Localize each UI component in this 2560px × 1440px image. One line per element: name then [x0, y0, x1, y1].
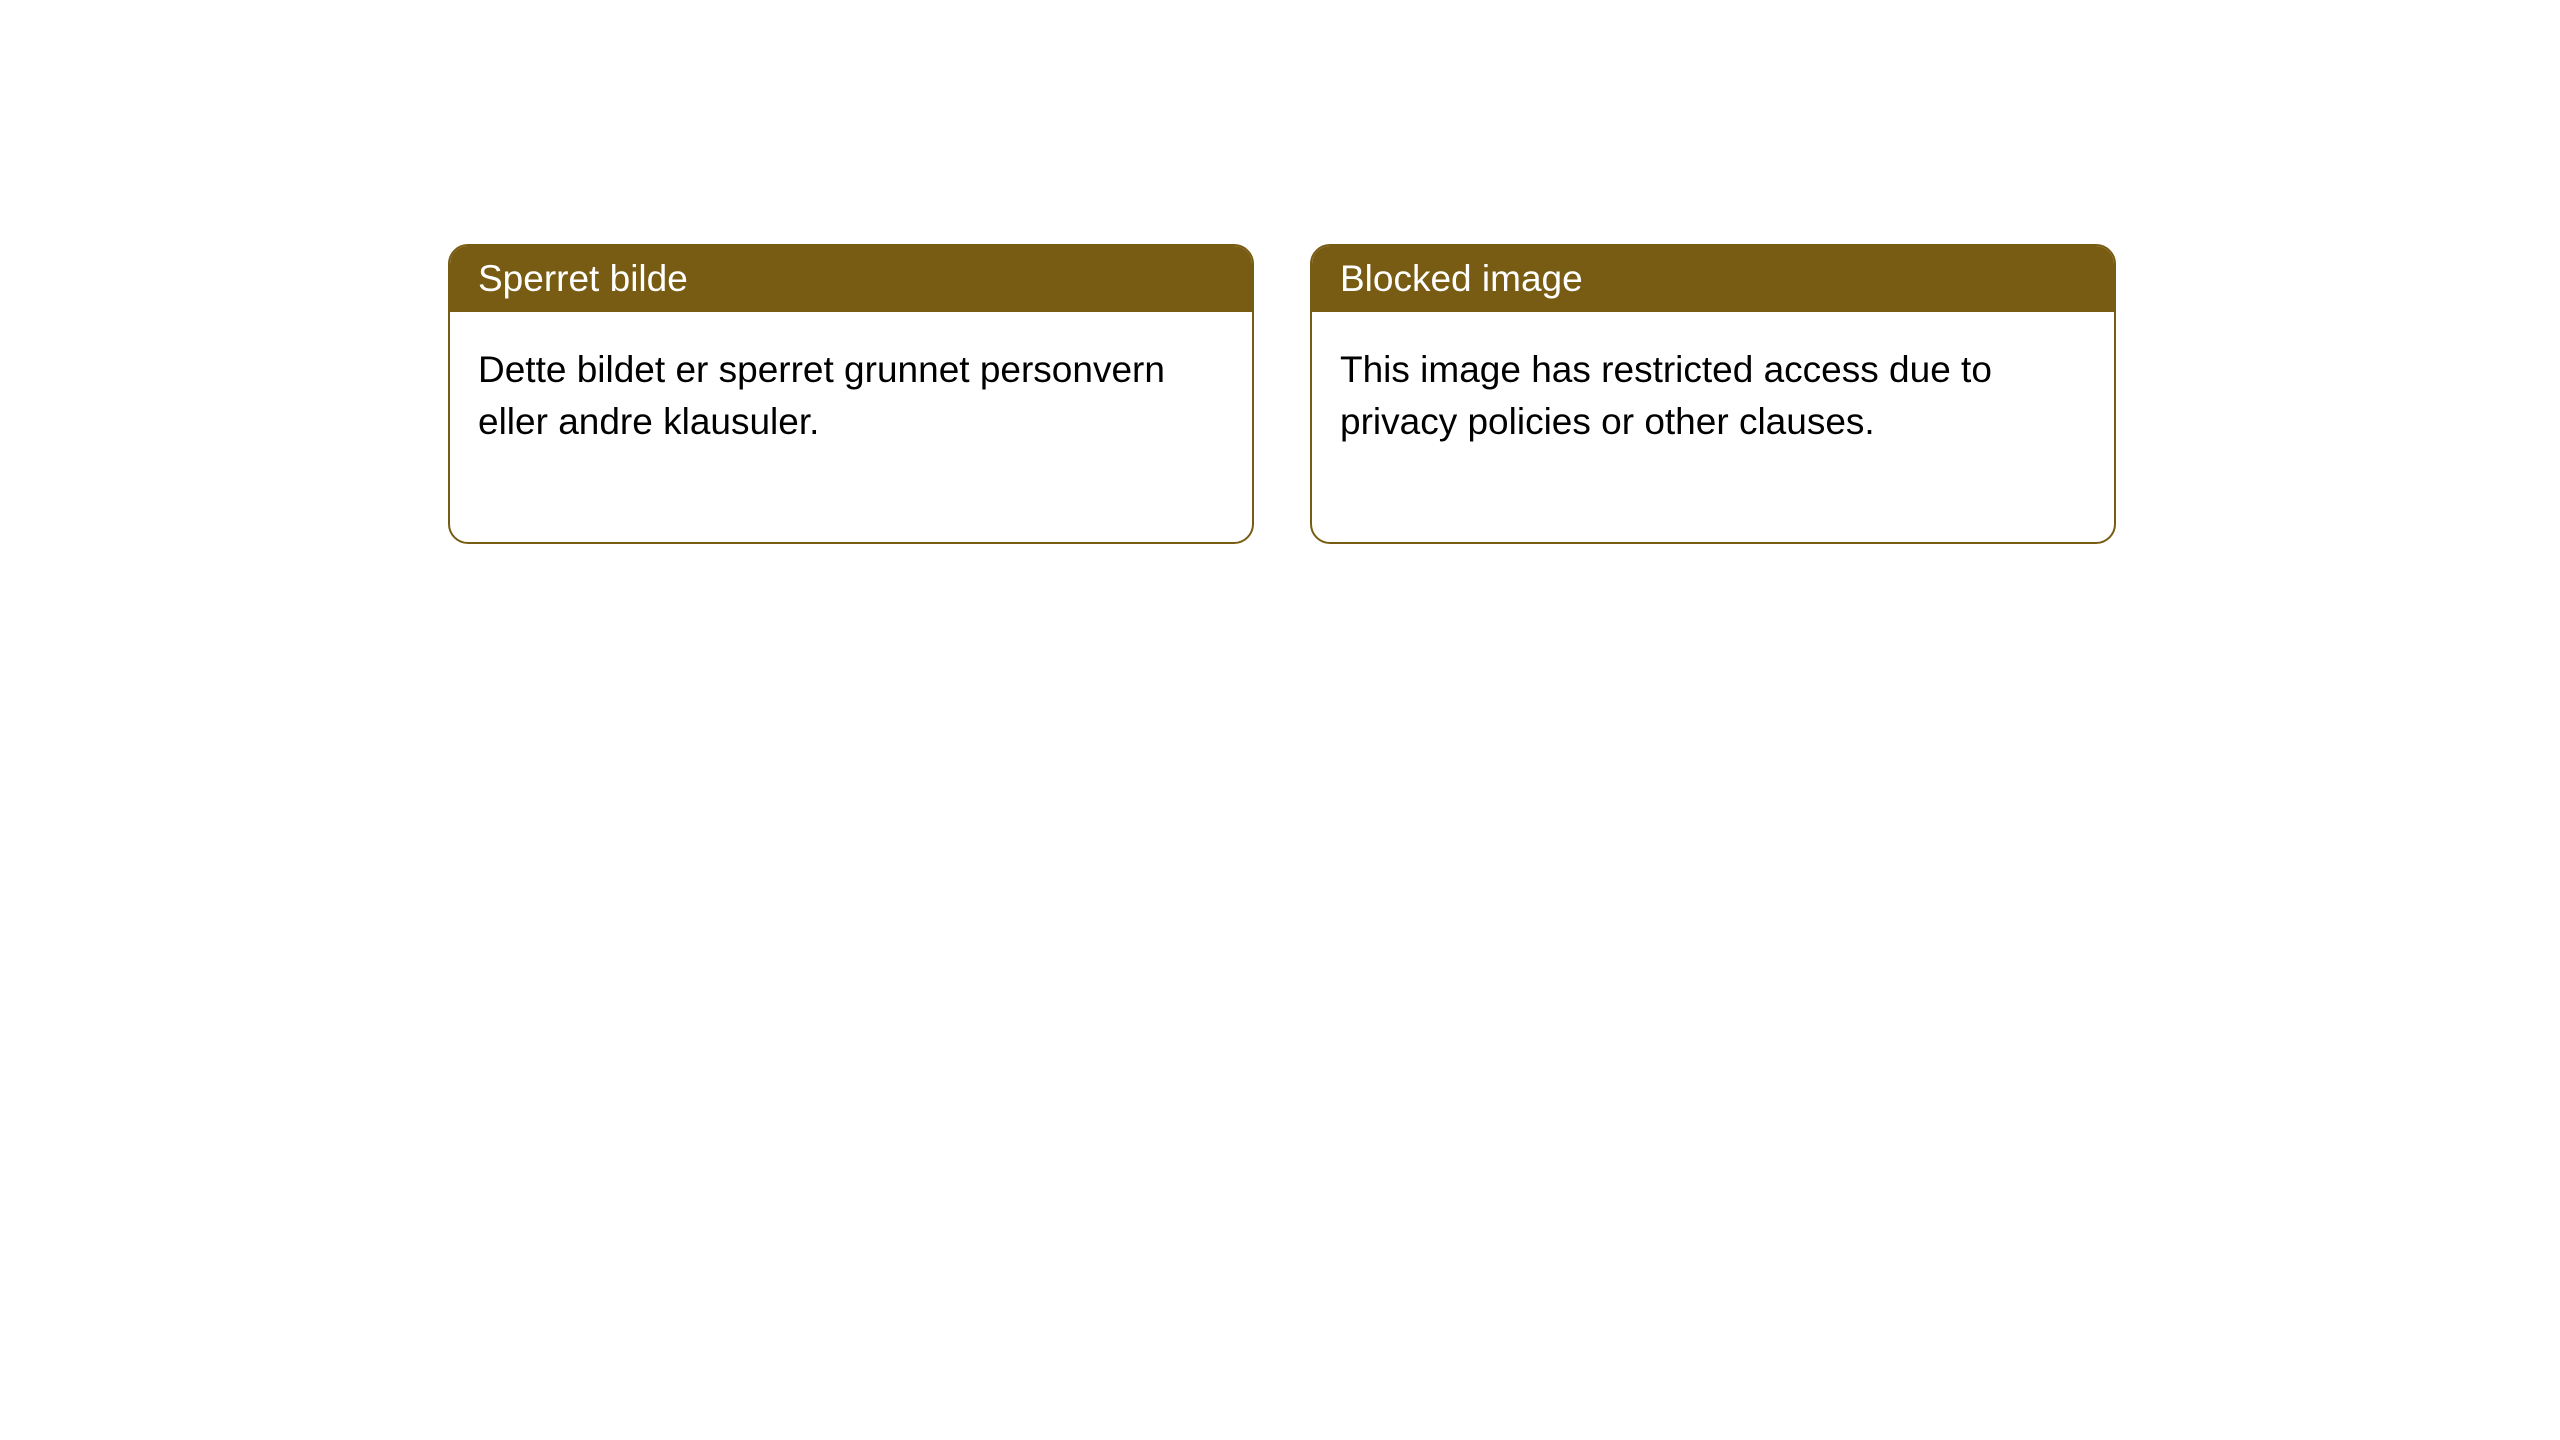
notice-body-norwegian: Dette bildet er sperret grunnet personve… — [450, 312, 1252, 542]
notice-header-english: Blocked image — [1312, 246, 2114, 312]
notice-title-english: Blocked image — [1340, 258, 1583, 299]
notice-box-norwegian: Sperret bilde Dette bildet er sperret gr… — [448, 244, 1254, 544]
notice-text-norwegian: Dette bildet er sperret grunnet personve… — [478, 349, 1165, 442]
notice-box-english: Blocked image This image has restricted … — [1310, 244, 2116, 544]
notice-title-norwegian: Sperret bilde — [478, 258, 688, 299]
notice-container: Sperret bilde Dette bildet er sperret gr… — [448, 244, 2116, 544]
notice-header-norwegian: Sperret bilde — [450, 246, 1252, 312]
notice-body-english: This image has restricted access due to … — [1312, 312, 2114, 542]
notice-text-english: This image has restricted access due to … — [1340, 349, 1992, 442]
